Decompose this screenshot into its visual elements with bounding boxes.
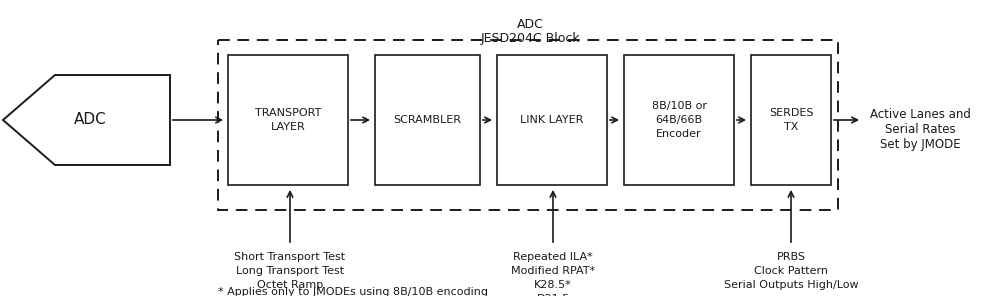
Text: Clock Pattern: Clock Pattern bbox=[754, 266, 828, 276]
Text: SERDES: SERDES bbox=[769, 108, 813, 118]
Text: PRBS: PRBS bbox=[777, 252, 806, 262]
Text: Encoder: Encoder bbox=[657, 129, 702, 139]
Bar bbox=[624, 55, 734, 185]
Text: Short Transport Test: Short Transport Test bbox=[234, 252, 345, 262]
Text: TRANSPORT: TRANSPORT bbox=[255, 108, 321, 118]
Text: SCRAMBLER: SCRAMBLER bbox=[393, 115, 461, 125]
Text: Set by JMODE: Set by JMODE bbox=[880, 138, 960, 151]
Text: 64B/66B: 64B/66B bbox=[656, 115, 703, 125]
Text: D21.5: D21.5 bbox=[537, 294, 570, 296]
Bar bbox=[218, 40, 838, 210]
Text: Repeated ILA*: Repeated ILA* bbox=[514, 252, 593, 262]
Text: Serial Outputs High/Low: Serial Outputs High/Low bbox=[724, 280, 858, 290]
Bar bbox=[497, 55, 607, 185]
Text: Active Lanes and: Active Lanes and bbox=[870, 108, 970, 121]
Text: ADC: ADC bbox=[517, 18, 544, 31]
Text: LAYER: LAYER bbox=[270, 122, 305, 132]
Text: ADC: ADC bbox=[74, 112, 106, 128]
Bar bbox=[228, 55, 348, 185]
Text: Octet Ramp: Octet Ramp bbox=[257, 280, 323, 290]
Text: K28.5*: K28.5* bbox=[535, 280, 572, 290]
Text: Modified RPAT*: Modified RPAT* bbox=[511, 266, 595, 276]
Text: TX: TX bbox=[784, 122, 798, 132]
Bar bbox=[751, 55, 831, 185]
Text: LINK LAYER: LINK LAYER bbox=[521, 115, 584, 125]
Text: Serial Rates: Serial Rates bbox=[885, 123, 955, 136]
Bar bbox=[375, 55, 480, 185]
Text: JESD204C Block: JESD204C Block bbox=[480, 32, 580, 45]
Text: * Applies only to JMODEs using 8B/10B encoding: * Applies only to JMODEs using 8B/10B en… bbox=[218, 287, 488, 296]
Text: Long Transport Test: Long Transport Test bbox=[236, 266, 344, 276]
Text: 8B/10B or: 8B/10B or bbox=[652, 101, 707, 111]
